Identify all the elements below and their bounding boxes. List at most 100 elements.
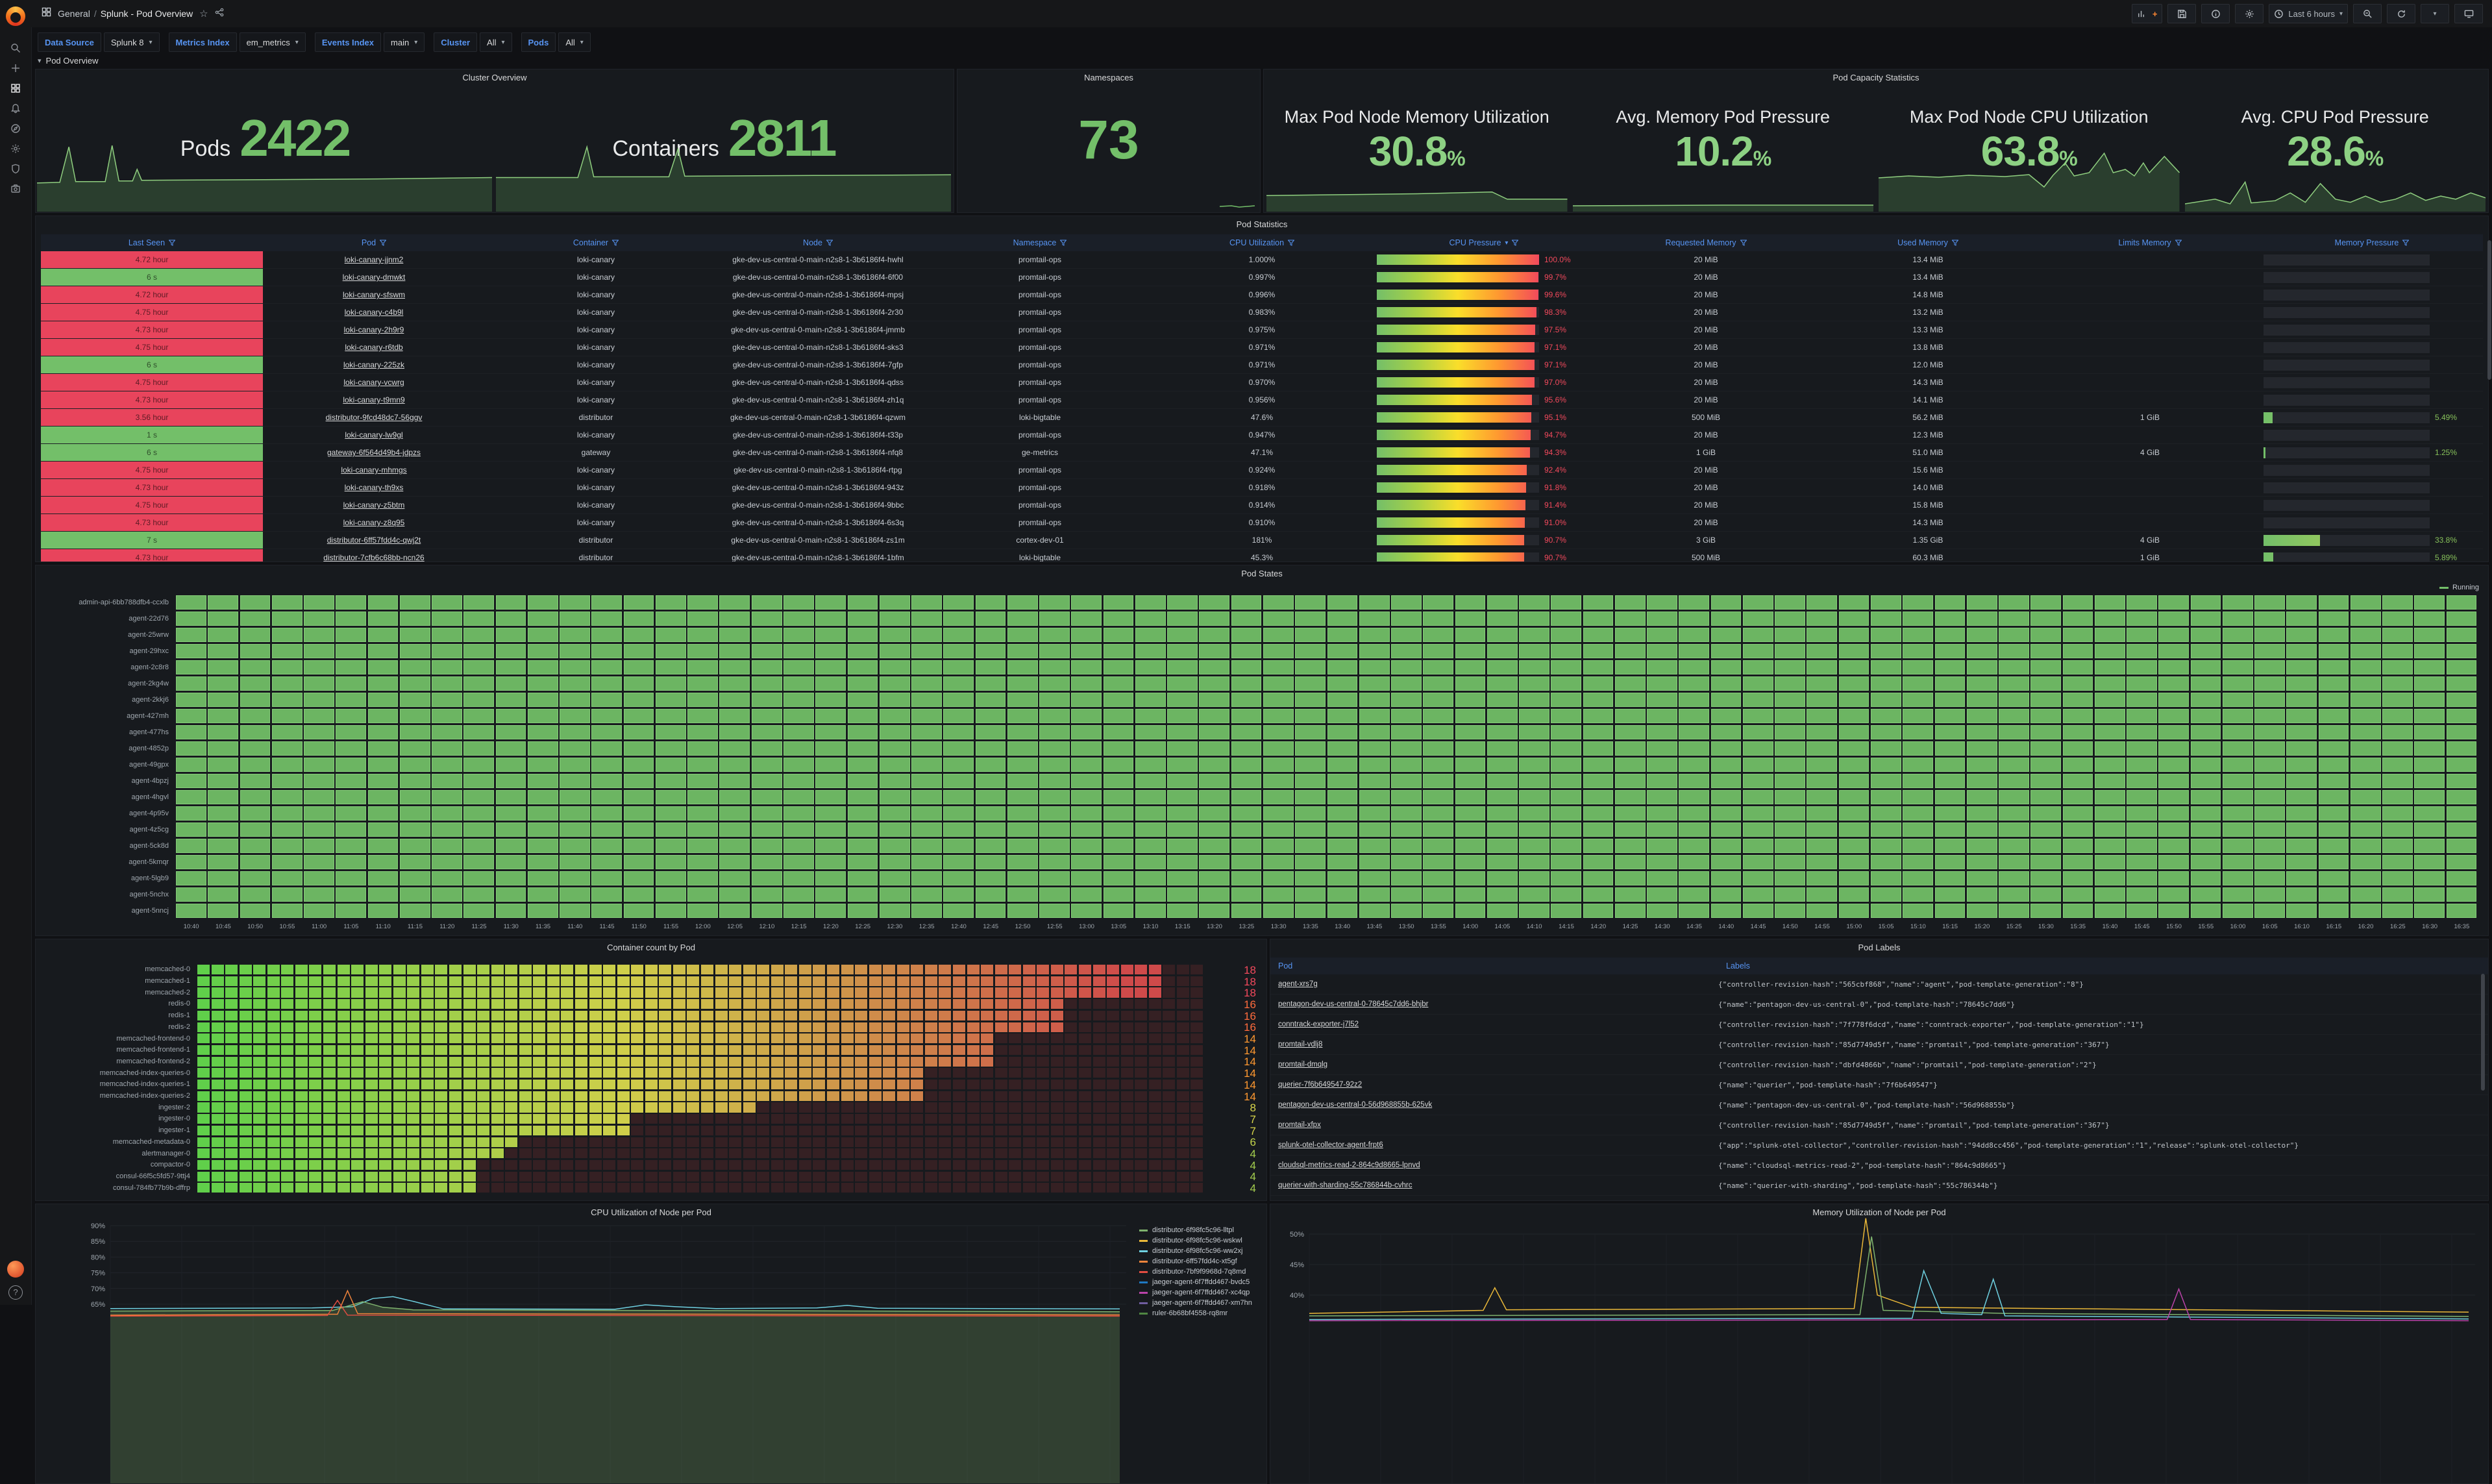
panel-title[interactable]: Pod Labels [1858, 943, 1901, 952]
pod-link[interactable]: loki-canary-lw9gl [345, 430, 403, 439]
pod-link[interactable]: loki-canary-c4b9l [344, 308, 404, 317]
configuration-gear-icon[interactable] [0, 138, 31, 158]
pod-link[interactable]: querier-with-sharding-55c786844b-cvhrc [1278, 1181, 1413, 1189]
pod-cell: loki-canary-z5btm [263, 501, 485, 510]
create-plus-icon[interactable] [0, 58, 31, 78]
dashboard-title[interactable]: Splunk - Pod Overview [100, 8, 193, 19]
add-panel-button[interactable]: + [2131, 4, 2163, 23]
column-header-cpu-utilization[interactable]: CPU Utilization [1151, 234, 1373, 251]
count-cell [1135, 999, 1148, 1009]
pod-link[interactable]: loki-canary-mhmgs [341, 465, 407, 475]
column-header-pod[interactable]: Pod [263, 234, 485, 251]
pod-link[interactable]: loki-canary-sfswm [342, 290, 405, 299]
column-header-cpu-pressure[interactable]: CPU Pressure ▾ [1373, 234, 1595, 251]
pod-link[interactable]: loki-canary-th9xs [344, 483, 404, 492]
panel-title[interactable]: Cluster Overview [462, 73, 527, 82]
panel-title[interactable]: Pod Capacity Statistics [1832, 73, 1919, 82]
pod-link[interactable]: pentagon-dev-us-central-0-56d968855b-625… [1278, 1101, 1433, 1109]
pod-link[interactable]: loki-canary-dmwkt [342, 273, 406, 282]
pod-link[interactable]: loki-canary-r6tdb [345, 343, 403, 352]
column-header-limits-memory[interactable]: Limits Memory [2039, 234, 2261, 251]
column-header-memory-pressure[interactable]: Memory Pressure [2261, 234, 2483, 251]
pod-link[interactable]: agent-xrs7g [1278, 980, 1318, 988]
help-icon[interactable]: ? [8, 1285, 23, 1300]
pod-link[interactable]: loki-canary-z5btm [343, 501, 405, 510]
explore-compass-icon[interactable] [0, 118, 31, 138]
user-avatar[interactable] [7, 1261, 24, 1278]
alerting-bell-icon[interactable] [0, 98, 31, 118]
dashboard-info-button[interactable] [2201, 4, 2230, 23]
legend-item[interactable]: jaeger-agent-6f7ffdd467-bvdc5 [1139, 1277, 1252, 1287]
cpu-pressure-gauge [1377, 377, 1539, 388]
legend-item[interactable]: distributor-6f98fc5c96-lltpl [1139, 1225, 1252, 1235]
pod-link[interactable]: promtail-vdlj8 [1278, 1041, 1323, 1048]
pod-link[interactable]: promtail-dmqlg [1278, 1061, 1328, 1069]
count-cell [631, 1102, 644, 1113]
filter-value-dropdown[interactable]: em_metrics ▾ [239, 32, 306, 52]
panel-title[interactable]: Namespaces [1084, 73, 1133, 82]
dashboard-grid-icon[interactable] [31, 7, 58, 20]
column-header-pod[interactable]: Pod [1278, 961, 1293, 971]
column-header-namespace[interactable]: Namespace [929, 234, 1151, 251]
grafana-logo[interactable] [6, 6, 25, 26]
state-cell [2062, 644, 2093, 658]
panel-title[interactable]: Memory Utilization of Node per Pod [1812, 1207, 1946, 1217]
pod-link[interactable]: promtail-xfpx [1278, 1121, 1321, 1129]
column-header-used-memory[interactable]: Used Memory [1817, 234, 2039, 251]
refresh-button[interactable] [2387, 4, 2415, 23]
pod-link[interactable]: loki-canary-t9mn9 [343, 395, 405, 404]
column-header-requested-memory[interactable]: Requested Memory [1595, 234, 1817, 251]
pod-link[interactable]: distributor-9fcd48dc7-56ggv [325, 413, 423, 422]
legend-item[interactable]: distributor-6ff57fdd4c-xt5gf [1139, 1256, 1252, 1267]
pod-link[interactable]: splunk-otel-collector-agent-frpt6 [1278, 1141, 1383, 1149]
star-icon[interactable]: ☆ [199, 8, 208, 19]
pod-link[interactable]: conntrack-exporter-j7l52 [1278, 1020, 1359, 1028]
dashboard-settings-button[interactable] [2235, 4, 2264, 23]
refresh-interval-dropdown[interactable]: ▾ [2421, 4, 2449, 23]
breadcrumb-section[interactable]: General [58, 8, 90, 19]
column-header-last-seen[interactable]: Last Seen [41, 234, 263, 251]
legend-item[interactable]: distributor-7bf9f9968d-7q8md [1139, 1267, 1252, 1277]
pod-link[interactable]: loki-canary-z8q95 [343, 518, 405, 527]
search-icon[interactable] [0, 38, 31, 58]
panel-title[interactable]: CPU Utilization of Node per Pod [591, 1207, 711, 1217]
snapshot-icon[interactable] [0, 179, 31, 199]
panel-title[interactable]: Container count by Pod [607, 943, 695, 952]
server-admin-shield-icon[interactable] [0, 158, 31, 179]
panel-title[interactable]: Pod States [1241, 569, 1283, 578]
column-header-labels[interactable]: Labels [1726, 961, 1750, 971]
zoom-out-button[interactable] [2353, 4, 2382, 23]
column-header-node[interactable]: Node [707, 234, 929, 251]
legend-item[interactable]: ruler-6b68bf4558-rq8mr [1139, 1308, 1252, 1318]
panel-title[interactable]: Pod Statistics [1236, 219, 1288, 229]
pod-link[interactable]: pentagon-dev-us-central-0-78645c7dd6-bhj… [1278, 1000, 1429, 1008]
dashboard-row-toggle[interactable]: ▾ Pod Overview [38, 56, 98, 66]
time-range-picker[interactable]: Last 6 hours ▾ [2269, 4, 2348, 23]
kiosk-mode-button[interactable] [2454, 4, 2483, 23]
count-cell [1092, 1068, 1105, 1078]
pod-link[interactable]: loki-canary-jjnm2 [344, 255, 404, 264]
legend-item[interactable]: jaeger-agent-6f7ffdd467-xc4qp [1139, 1287, 1252, 1298]
pod-link[interactable]: cloudsql-metrics-read-2-864c9d8665-lpnvd [1278, 1161, 1420, 1169]
pod-link[interactable]: distributor-7cfb6c68bb-ncn26 [323, 553, 425, 562]
share-icon[interactable] [215, 8, 224, 19]
pod-labels-scrollbar[interactable] [2481, 974, 2485, 1091]
legend-item[interactable]: distributor-6f98fc5c96-ww2xj [1139, 1246, 1252, 1256]
pod-link[interactable]: loki-canary-vcwrg [343, 378, 404, 387]
pod-link[interactable]: distributor-6ff57fdd4c-qwj2t [327, 536, 421, 545]
filter-value-dropdown[interactable]: main ▾ [384, 32, 425, 52]
legend-item[interactable]: distributor-6f98fc5c96-wskwl [1139, 1235, 1252, 1246]
pod-link[interactable]: gateway-6f564d49b4-jdpzs [327, 448, 421, 457]
pod-link[interactable]: loki-canary-2h9r9 [343, 325, 404, 334]
filter-value-dropdown[interactable]: Splunk 8 ▾ [103, 32, 160, 52]
legend-item[interactable]: jaeger-agent-6f7ffdd467-xm7hn [1139, 1298, 1252, 1308]
dashboards-icon[interactable] [0, 78, 31, 98]
pod-link[interactable]: loki-canary-225zk [343, 360, 405, 369]
save-dashboard-button[interactable] [2167, 4, 2197, 23]
column-header-container[interactable]: Container [485, 234, 707, 251]
filter-value-dropdown[interactable]: All ▾ [558, 32, 591, 52]
legend-running[interactable]: Running [2439, 584, 2479, 591]
filter-value-dropdown[interactable]: All ▾ [480, 32, 512, 52]
pod-link[interactable]: querier-7f6b649547-92z2 [1278, 1081, 1363, 1089]
page-scrollbar[interactable] [2487, 240, 2491, 380]
